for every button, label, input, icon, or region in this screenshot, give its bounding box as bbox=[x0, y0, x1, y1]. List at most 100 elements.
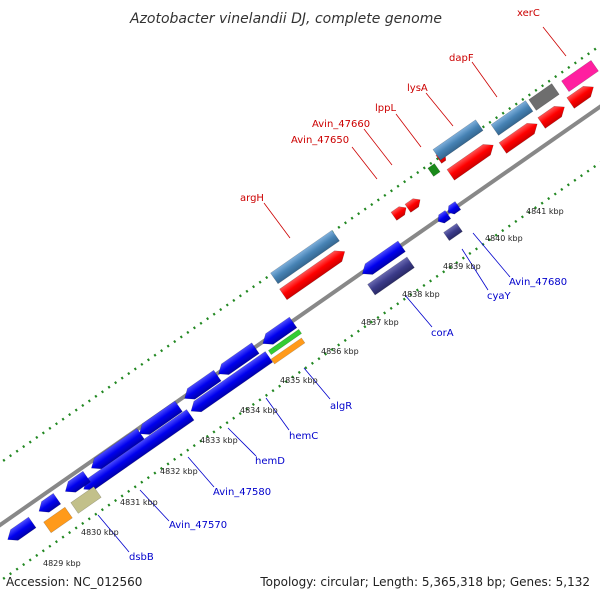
label-Avin_47660: Avin_47660 bbox=[312, 119, 370, 130]
feature-hemC-cds bbox=[218, 342, 260, 375]
scale-label-4835: 4835 kbp bbox=[280, 376, 318, 385]
map-title: Azotobacter vinelandii DJ, complete geno… bbox=[129, 11, 442, 27]
feature-algR-regulatory-shape bbox=[268, 329, 302, 355]
feature-dapF-gene-shape bbox=[490, 100, 534, 136]
feature-cds-17-shape bbox=[447, 201, 462, 215]
feature-gene-grey-shape bbox=[528, 83, 560, 111]
feature-dsbB-cds bbox=[7, 516, 37, 541]
leader-Avin_47660 bbox=[363, 128, 393, 166]
label-algR: algR bbox=[330, 401, 352, 412]
leader-dapF bbox=[471, 61, 498, 98]
feature-cyaY-gene-shape bbox=[443, 222, 463, 242]
feature-argH-cds bbox=[279, 250, 346, 301]
topology-text: Topology: circular; Length: 5,365,318 bp… bbox=[259, 575, 590, 589]
label-xerC: xerC bbox=[517, 8, 540, 19]
feature-cds-small bbox=[65, 470, 91, 493]
tick-row-inner bbox=[0, 161, 600, 583]
leader-hemD bbox=[227, 427, 257, 457]
feature-cds-4-shape bbox=[390, 206, 407, 221]
leader-lppL bbox=[395, 113, 422, 148]
leader-algR bbox=[303, 367, 331, 400]
feature-Avin_47580-cds bbox=[138, 400, 183, 435]
leader-hemC bbox=[265, 397, 290, 431]
feature-lppL-gene bbox=[427, 163, 441, 177]
backbone-ruler bbox=[0, 104, 600, 528]
feature-cds-10 bbox=[537, 105, 565, 129]
feature-Avin_47570-cds-shape bbox=[91, 428, 145, 470]
label-Avin_47570: Avin_47570 bbox=[169, 520, 227, 531]
feature-algR-cds-shape bbox=[262, 316, 298, 345]
label-lppL: lppL bbox=[375, 103, 396, 114]
feature-gene-grey bbox=[528, 83, 560, 111]
leader-Avin_47580 bbox=[187, 456, 215, 488]
label-dapF: dapF bbox=[449, 53, 474, 64]
label-lysA: lysA bbox=[407, 83, 428, 94]
leader-lines bbox=[97, 26, 567, 553]
feature-gene-khaki-shape bbox=[70, 486, 102, 514]
scale-label-4830: 4830 kbp bbox=[81, 528, 119, 537]
leader-Avin_47570 bbox=[139, 489, 170, 522]
feature-layer bbox=[7, 60, 599, 541]
feature-corA-cds-shape bbox=[361, 240, 406, 275]
feature-algR-misc-shape bbox=[270, 337, 306, 365]
feature-dapF-gene bbox=[490, 100, 534, 136]
scale-label-4833: 4833 kbp bbox=[200, 436, 238, 445]
leader-lysA bbox=[425, 92, 454, 127]
scale-label-4829: 4829 kbp bbox=[43, 559, 81, 568]
scale-label-4836: 4836 kbp bbox=[321, 347, 359, 356]
feature-cds-large-shape bbox=[190, 351, 274, 413]
label-argH: argH bbox=[240, 193, 264, 204]
leader-Avin_47650 bbox=[351, 146, 378, 180]
label-Avin_47680: Avin_47680 bbox=[509, 277, 567, 288]
feature-cds-long bbox=[83, 409, 195, 491]
feature-dsbB-cds-shape bbox=[7, 516, 37, 541]
feature-cds-29-shape bbox=[38, 493, 62, 513]
feature-argH-gene bbox=[270, 229, 340, 285]
feature-dsbB-gene bbox=[43, 506, 73, 534]
leader-Avin_47680 bbox=[472, 232, 511, 278]
scale-label-4832: 4832 kbp bbox=[160, 467, 198, 476]
feature-lysA-gene bbox=[432, 119, 484, 161]
feature-xerC-cds bbox=[566, 85, 594, 109]
feature-cds-5-shape bbox=[404, 198, 421, 213]
label-dsbB: dsbB bbox=[129, 552, 154, 563]
leader-xerC bbox=[542, 26, 567, 57]
feature-cds-5 bbox=[404, 198, 421, 213]
feature-hemC-cds-shape bbox=[218, 342, 260, 375]
feature-cds-17 bbox=[447, 201, 462, 215]
feature-lysA-cds-shape bbox=[446, 144, 494, 181]
feature-cds-small-shape bbox=[65, 470, 91, 493]
feature-corA-gene bbox=[367, 256, 415, 296]
feature-dsbB-gene-shape bbox=[43, 506, 73, 534]
feature-algR-cds bbox=[262, 316, 298, 345]
label-cyaY: cyaY bbox=[487, 291, 512, 302]
feature-hemD-cds-shape bbox=[184, 369, 222, 400]
feature-xerC-gene bbox=[561, 60, 599, 92]
leader-dsbB bbox=[97, 514, 130, 553]
feature-cds-29 bbox=[38, 493, 62, 513]
feature-cds-4 bbox=[390, 206, 407, 221]
feature-corA-cds bbox=[361, 240, 406, 275]
feature-cds-16-shape bbox=[437, 210, 452, 224]
feature-algR-regulatory bbox=[268, 329, 302, 355]
feature-lysA-gene-shape bbox=[432, 119, 484, 161]
scale-label-4841: 4841 kbp bbox=[526, 207, 564, 216]
feature-cds-10-shape bbox=[537, 105, 565, 129]
label-hemC: hemC bbox=[289, 431, 318, 442]
feature-Avin_47570-cds bbox=[91, 428, 145, 470]
scale-label-4837: 4837 kbp bbox=[361, 318, 399, 327]
feature-dapF-cds bbox=[498, 122, 538, 154]
leader-cyaY bbox=[461, 248, 489, 291]
feature-hemD-cds bbox=[184, 369, 222, 400]
feature-dapF-cds-shape bbox=[498, 122, 538, 154]
feature-corA-gene-shape bbox=[367, 256, 415, 296]
label-corA: corA bbox=[431, 328, 454, 339]
feature-lppL-gene-shape bbox=[427, 163, 441, 177]
leader-argH bbox=[263, 202, 291, 239]
label-Avin_47650: Avin_47650 bbox=[291, 135, 349, 146]
feature-cyaY-gene bbox=[443, 222, 463, 242]
feature-cds-16 bbox=[437, 210, 452, 224]
feature-xerC-cds-shape bbox=[566, 85, 594, 109]
scale-label-4834: 4834 kbp bbox=[240, 406, 278, 415]
